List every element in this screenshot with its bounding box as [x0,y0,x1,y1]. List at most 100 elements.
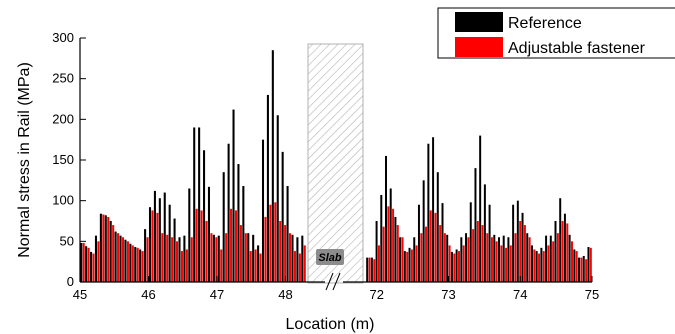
bar-reference [183,235,186,282]
bar-adjustable [97,241,100,282]
bar-reference [417,204,420,282]
bar-reference [432,137,435,282]
bar-reference [521,212,524,282]
bar-reference [217,235,220,282]
bar-reference [212,234,215,282]
bar-reference [587,247,590,282]
bar-reference [366,257,369,282]
x-tick-label: 48 [278,287,292,302]
bar-adjustable [166,234,169,282]
bar-reference [296,237,299,282]
y-tick-label: 50 [60,233,74,248]
axis-break-mark [325,272,334,291]
bar-adjustable [230,208,233,282]
bar-reference [389,188,392,282]
bar-reference [286,186,289,282]
bar-adjustable [225,233,228,282]
bar-reference [512,204,515,282]
bar-adjustable [117,233,120,282]
bar-reference [163,192,166,282]
bar-reference [90,251,93,282]
bar-adjustable [131,245,134,282]
x-tick-label: 72 [370,287,384,302]
bar-reference [109,221,112,282]
bar-adjustable [234,210,238,282]
bar-reference [516,200,519,282]
bar-adjustable [467,237,470,282]
bar-reference [403,251,406,282]
bar-reference [198,127,201,282]
bar-reference [261,139,265,282]
bar-adjustable [443,233,446,282]
bar-reference [153,190,156,282]
bar-adjustable [293,251,296,282]
bar-adjustable [239,225,242,282]
bar-adjustable [552,241,555,282]
bar-adjustable [514,233,517,282]
slab-region [307,43,364,284]
bar-reference [237,164,240,282]
bar-reference [469,202,472,282]
bar-reference [483,184,486,282]
y-tick-label: 250 [52,71,74,86]
bar-adjustable [575,251,578,282]
bar-reference [119,235,122,282]
bar-reference [446,234,449,282]
bar-reference [436,172,439,282]
bar-reference [535,251,538,282]
bar-adjustable [476,221,479,282]
bar-reference [252,234,255,282]
bar-reference [178,237,181,282]
bar-adjustable [254,249,257,282]
bar-reference [559,198,562,282]
bar-reference [271,50,274,283]
bar-adjustable [425,226,428,282]
legend: Reference Adjustable fastener [437,7,675,59]
bar-adjustable [490,237,493,282]
bar-adjustable [561,221,564,282]
bar-adjustable [284,225,287,282]
bar-adjustable [107,216,110,282]
bar-adjustable [215,237,218,282]
bar-adjustable [112,225,115,282]
bar-reference [139,249,142,282]
bar-adjustable [387,206,390,282]
slab-label: Slab [318,252,342,264]
bar-adjustable [185,249,188,282]
bar-adjustable [279,221,282,282]
bar-adjustable [495,241,498,282]
bar-adjustable [505,247,508,282]
bar-adjustable [151,210,154,282]
bar-adjustable [472,229,475,282]
bar-adjustable [200,210,203,282]
bar-reference [232,109,235,282]
bar-adjustable [244,233,247,282]
bar-adjustable [274,202,277,282]
bar-reference [498,237,500,282]
legend-label-adjustable: Adjustable fastener [508,40,646,57]
bar-reference [301,235,304,282]
bar-reference [578,257,581,282]
bar-reference [460,237,463,282]
bar-adjustable [439,225,442,282]
bar-adjustable [509,245,512,282]
bar-adjustable [585,259,588,282]
bar-reference [399,237,402,282]
bar-adjustable [420,233,423,282]
bar-adjustable [146,237,149,282]
y-tick-label: 100 [52,193,74,208]
bar-reference [114,231,117,282]
bar-reference [385,155,387,282]
bar-adjustable [589,247,592,282]
bar-adjustable [368,257,371,282]
bar-adjustable [547,245,550,282]
x-tick-label: 74 [513,287,527,302]
y-tick-label: 300 [52,30,74,45]
bar-adjustable [87,247,90,282]
bar-reference [507,237,510,282]
bar-adjustable [269,204,272,282]
bar-reference [242,186,245,282]
bar-adjustable [410,249,413,282]
bar-adjustable [462,245,465,282]
